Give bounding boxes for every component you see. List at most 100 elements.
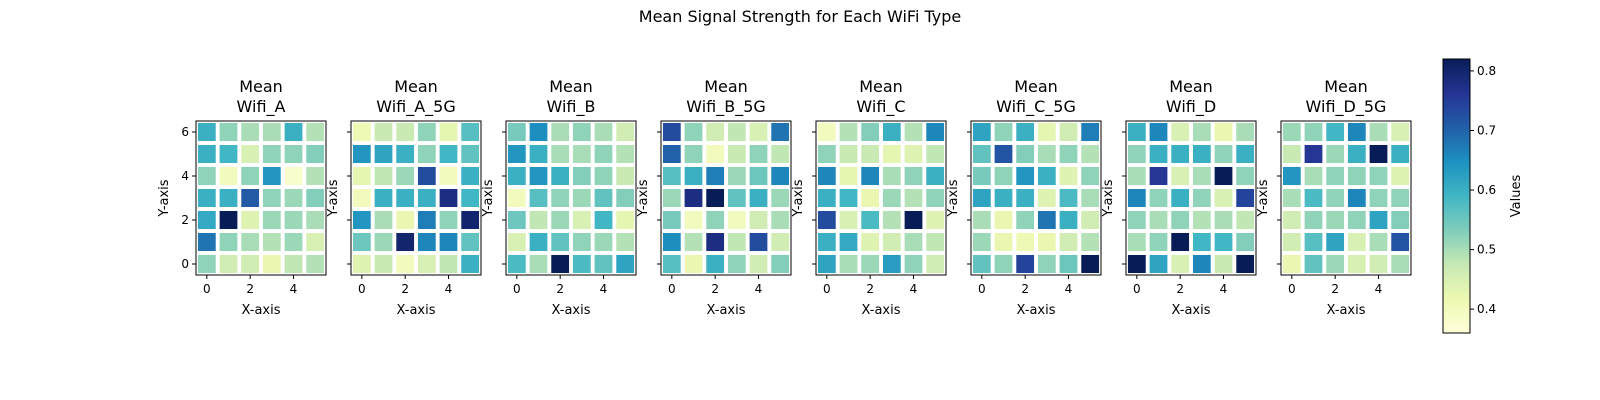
heatmap-cell <box>551 144 570 164</box>
heatmap-cell <box>1236 254 1255 274</box>
x-tick-label: 2 <box>556 282 564 296</box>
heatmap-cell <box>1081 122 1100 142</box>
panel-title: Mean <box>1169 77 1213 96</box>
heatmap-cell <box>1059 166 1078 186</box>
heatmap-cell <box>1347 188 1366 208</box>
heatmap-cell <box>771 210 790 230</box>
heatmap-cell <box>839 254 858 274</box>
heatmap-cell <box>861 144 880 164</box>
heatmap-cell <box>219 232 238 252</box>
heatmap-cell <box>1081 210 1100 230</box>
heatmap-cell <box>439 232 458 252</box>
x-tick-label: 4 <box>1220 282 1228 296</box>
heatmap-cell <box>572 166 591 186</box>
heatmap-cell <box>684 188 703 208</box>
heatmap-cell <box>529 210 548 230</box>
heatmap-cell <box>197 188 216 208</box>
heatmap-cell <box>1171 210 1190 230</box>
heatmap-cell <box>1171 144 1190 164</box>
heatmap-cell <box>1059 188 1078 208</box>
heatmap-cell <box>1016 122 1035 142</box>
heatmap-cell <box>1081 254 1100 274</box>
heatmap-cell <box>839 210 858 230</box>
heatmap-cell <box>439 122 458 142</box>
heatmap-cell <box>1016 232 1035 252</box>
heatmap-cell <box>1214 210 1233 230</box>
heatmap-cell <box>241 254 260 274</box>
heatmap-cell <box>1282 232 1301 252</box>
axes-frame <box>660 120 792 276</box>
heatmap-cell <box>1214 144 1233 164</box>
colorbar-tick-label: 0.8 <box>1477 64 1496 78</box>
heatmap-cell <box>926 166 945 186</box>
panel-title: Mean <box>549 77 593 96</box>
colorbar-tick-label: 0.5 <box>1477 243 1496 257</box>
heatmap-cell <box>1304 144 1323 164</box>
heatmap-cell <box>1037 144 1056 164</box>
heatmap-cell <box>1127 210 1146 230</box>
heatmap-cell <box>1059 254 1078 274</box>
heatmap-cell <box>749 232 768 252</box>
heatmap-cell <box>396 232 415 252</box>
heatmap-cell <box>882 144 901 164</box>
heatmap-cell <box>374 232 393 252</box>
heatmap-cell <box>771 166 790 186</box>
heatmap-cell <box>551 232 570 252</box>
heatmap-cell <box>417 122 436 142</box>
heatmap-cell <box>594 188 613 208</box>
heatmap-cell <box>197 254 216 274</box>
heatmap-cell <box>904 254 923 274</box>
heatmap-cell <box>507 166 526 186</box>
heatmap-cell <box>1037 122 1056 142</box>
heatmap-cell <box>817 166 836 186</box>
heatmap-cell <box>461 232 480 252</box>
heatmap-cell <box>262 144 281 164</box>
heatmap-cell <box>262 122 281 142</box>
heatmap-cell <box>749 122 768 142</box>
heatmap-cell <box>1347 254 1366 274</box>
heatmap-cell <box>1282 254 1301 274</box>
heatmap-cell <box>1192 122 1211 142</box>
heatmap-cell <box>352 232 371 252</box>
heatmap-cell <box>1037 210 1056 230</box>
heatmap-cell <box>529 188 548 208</box>
heatmap-cell <box>417 232 436 252</box>
axes-frame <box>1280 120 1412 276</box>
heatmap-cell <box>352 210 371 230</box>
heatmap-cell <box>1391 232 1410 252</box>
heatmap-cell <box>1326 232 1345 252</box>
heatmap-cell <box>1282 122 1301 142</box>
x-tick-label: 0 <box>668 282 676 296</box>
heatmap-cell <box>817 254 836 274</box>
heatmap-cell <box>926 144 945 164</box>
x-axis-label: X-axis <box>707 303 746 318</box>
heatmap-cell <box>662 210 681 230</box>
heatmap-cell <box>1282 144 1301 164</box>
heatmap-cell <box>749 210 768 230</box>
heatmap-cell <box>706 188 725 208</box>
x-tick-label: 0 <box>358 282 366 296</box>
x-tick-label: 2 <box>1176 282 1184 296</box>
x-axis-label: X-axis <box>1172 303 1211 318</box>
heatmap-cell <box>262 210 281 230</box>
heatmap-cell <box>507 122 526 142</box>
heatmap-cell <box>1236 166 1255 186</box>
heatmap-cell <box>1326 188 1345 208</box>
x-tick-label: 4 <box>290 282 298 296</box>
heatmap-cell <box>904 232 923 252</box>
heatmap-cell <box>461 210 480 230</box>
heatmap-cell <box>994 210 1013 230</box>
heatmap-cell <box>1369 232 1388 252</box>
heatmap-cell <box>197 210 216 230</box>
heatmap-cell <box>461 254 480 274</box>
heatmap-cell <box>439 210 458 230</box>
y-axis-label: Y-axis <box>1256 179 1271 217</box>
heatmap-cell <box>1127 144 1146 164</box>
heatmap-cell <box>727 210 746 230</box>
panel-title: Mean <box>859 77 903 96</box>
heatmap-cell <box>1016 166 1035 186</box>
y-axis-label: Y-axis <box>636 179 651 217</box>
heatmap-cell <box>461 188 480 208</box>
heatmap-cell <box>616 166 635 186</box>
heatmap-cell <box>1347 122 1366 142</box>
